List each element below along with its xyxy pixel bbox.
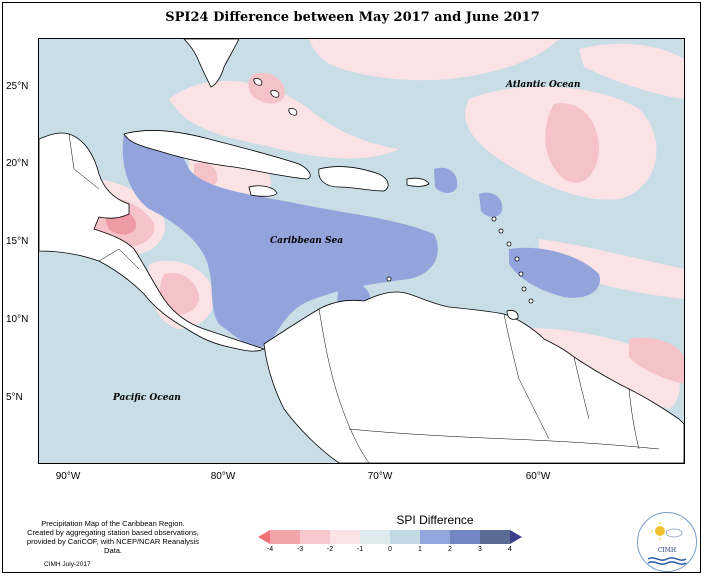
land-cuba — [123, 130, 311, 180]
lat-label-10n: 10°N — [6, 314, 29, 325]
anomaly-neg-mid-guiana — [629, 337, 684, 384]
legend-cell — [360, 530, 390, 544]
legend-cell — [270, 530, 300, 544]
legend-arrow-high — [510, 530, 522, 544]
border-guyana-suriname — [573, 356, 590, 420]
land-barbados — [528, 298, 534, 304]
legend-tick-label: -4 — [266, 546, 274, 553]
legend-cell — [390, 530, 420, 544]
land-leeward-3 — [506, 241, 512, 247]
anomaly-pos-windwards — [509, 247, 600, 298]
anomaly-pos-pr — [434, 167, 458, 193]
legend-tick-label: -1 — [356, 546, 364, 553]
land-central-america — [39, 132, 266, 352]
land-bahamas-3 — [288, 108, 298, 116]
border-mexico-guatemala — [68, 133, 100, 190]
caption-line-1: Precipitation Map of the Caribbean Regio… — [41, 519, 185, 528]
lat-label-15n: 15°N — [6, 236, 29, 247]
lon-label-70w: 70°W — [367, 471, 393, 482]
cimh-logo: CIMH — [637, 512, 697, 572]
anomaly-neg-east — [538, 239, 684, 299]
anomaly-neg-mid-atlantic — [545, 103, 599, 183]
land-leeward-2 — [498, 228, 504, 234]
label-atlantic-ocean: Atlantic Ocean — [506, 80, 581, 90]
land-florida — [183, 39, 240, 88]
land-windward-2 — [518, 271, 524, 277]
legend-colorbar — [258, 530, 522, 544]
map-title: SPI24 Difference between May 2017 and Ju… — [165, 10, 540, 25]
legend-tick-label: -2 — [326, 546, 334, 553]
lat-label-5n: 5°N — [6, 392, 23, 403]
legend-arrow-low — [258, 530, 270, 544]
legend-cell — [420, 530, 450, 544]
legend-tick-label: 0 — [388, 546, 392, 553]
caption-line-2: Created by aggregating station based obs… — [27, 528, 199, 537]
land-puerto-rico — [406, 177, 430, 187]
lat-label-20n: 20°N — [6, 158, 29, 169]
border-venezuela-guyana — [503, 313, 550, 440]
label-pacific-ocean: Pacific Ocean — [113, 393, 181, 403]
map-panel — [38, 38, 685, 464]
anomaly-pos-leewards — [479, 192, 503, 217]
anomaly-neg-northeast — [579, 43, 684, 99]
legend-cell — [450, 530, 480, 544]
border-colombia-venezuela — [318, 308, 370, 463]
anomaly-neg-mid-nicaragua — [159, 273, 199, 315]
wave-icon — [647, 557, 687, 561]
lat-label-25n: 25°N — [6, 81, 29, 92]
caption-line-3: provided by CariCOF, with NCEP/NCAR Rean… — [26, 537, 200, 555]
legend-title: SPI Difference — [396, 513, 474, 527]
land-leeward-1 — [491, 216, 497, 222]
logo-text: CIMH — [657, 547, 677, 554]
lon-label-60w: 60°W — [525, 471, 551, 482]
cimh-emblem — [647, 522, 687, 565]
land-south-america — [263, 291, 684, 463]
legend-tick-label: -3 — [296, 546, 304, 553]
label-caribbean-sea: Caribbean Sea — [270, 236, 344, 246]
anomaly-neg-north — [309, 39, 559, 81]
legend-tick-label: 3 — [478, 546, 482, 553]
legend-tick-label: 2 — [448, 546, 452, 553]
cloud-icon — [665, 528, 683, 538]
land-hispaniola — [318, 166, 389, 192]
lon-label-90w: 90°W — [55, 471, 81, 482]
legend-cell — [300, 530, 330, 544]
land-bahamas-2 — [270, 90, 280, 98]
legend-cell — [480, 530, 510, 544]
border-suriname-guiana — [628, 388, 640, 450]
legend-tick-label: 1 — [418, 546, 422, 553]
lon-label-80w: 80°W — [210, 471, 236, 482]
legend-tick-label: 4 — [508, 546, 512, 553]
border-brazil — [348, 428, 660, 450]
land-bahamas-1 — [253, 78, 263, 86]
land-aruba — [386, 276, 392, 282]
land-jamaica — [248, 185, 278, 197]
legend-cell — [330, 530, 360, 544]
map-caption: Precipitation Map of the Caribbean Regio… — [18, 519, 208, 555]
land-windward-3 — [521, 286, 527, 292]
wave-icon-2 — [647, 561, 687, 565]
anomaly-pos-caribbean — [122, 131, 438, 348]
map-credit: CIMH July-2017 — [44, 561, 91, 568]
precipitation-map — [39, 39, 684, 463]
border-honduras-nicaragua — [98, 248, 140, 270]
land-trinidad — [506, 310, 519, 320]
anomaly-neg-bahamas — [169, 80, 399, 159]
land-windward-1 — [514, 256, 520, 262]
sun-icon — [655, 526, 665, 536]
